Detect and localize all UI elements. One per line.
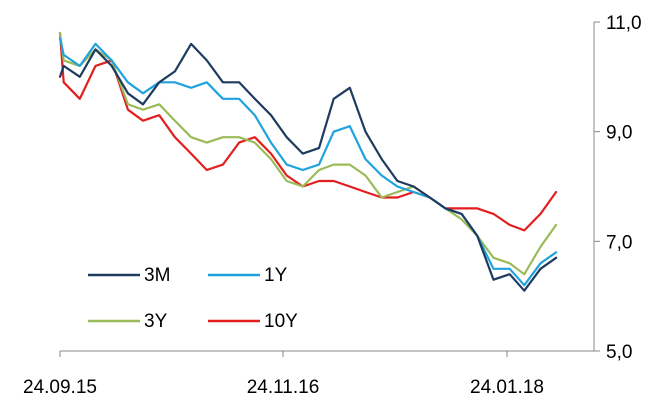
y-tick-label: 9,0 — [606, 123, 632, 144]
x-tick-label: 24.09.15 — [23, 377, 97, 398]
y-tick-label: 5,0 — [606, 342, 632, 363]
x-tick-label: 24.11.16 — [247, 377, 320, 398]
series-line-10y — [58, 31, 558, 232]
legend-label-1y: 1Y — [264, 265, 288, 286]
series-line-3y — [58, 31, 558, 276]
y-ticks: 5,0 7,0 9,0 11,0 — [594, 13, 642, 363]
legend-label-3m: 3M — [144, 265, 170, 286]
x-tick-label: 24.01.18 — [470, 377, 544, 398]
y-tick-label: 11,0 — [606, 13, 642, 34]
plot-lines — [58, 31, 558, 292]
series-line-3m — [58, 42, 558, 292]
legend-label-3y: 3Y — [144, 311, 168, 332]
y-tick-label: 7,0 — [606, 232, 632, 253]
legend: 3M 1Y 3Y 10Y — [88, 265, 298, 332]
legend-label-10y: 10Y — [264, 311, 298, 332]
x-ticks: 24.09.15 24.11.16 24.01.18 — [23, 351, 544, 398]
